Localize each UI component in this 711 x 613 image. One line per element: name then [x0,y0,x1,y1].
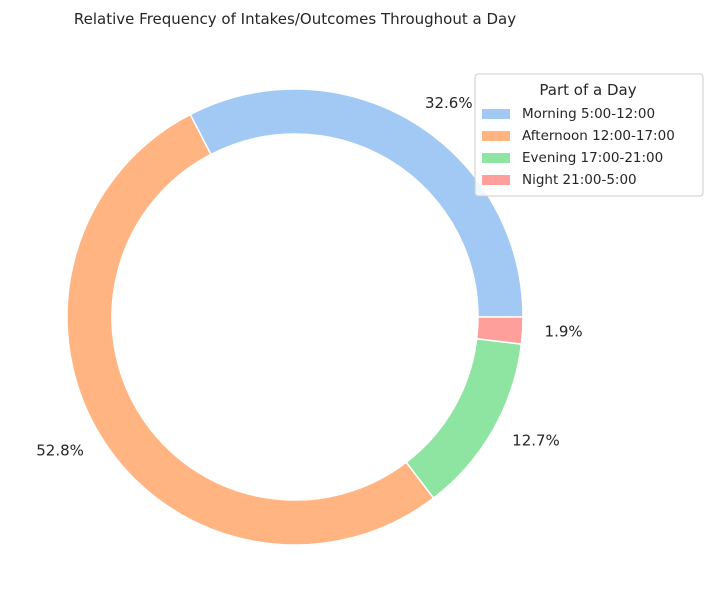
slice-labels: 32.6% 52.8% 12.7% 1.9% [36,94,582,460]
legend-label-1: Afternoon 12:00-17:00 [522,128,675,144]
slice-3 [475,316,524,345]
legend: Part of a Day Morning 5:00-12:00 Afternoo… [474,73,704,197]
legend-frame [474,73,704,197]
slice-label-2: 12.7% [512,431,560,449]
legend-swatch-2 [482,153,510,163]
legend-label-0: Morning 5:00-12:00 [522,106,655,122]
slice-label-0: 32.6% [425,94,473,112]
legend-swatch-3 [482,175,510,185]
donut-slices [66,88,524,546]
slice-1 [66,113,435,546]
legend-title: Part of a Day [539,81,636,99]
slice-label-3: 1.9% [545,322,583,340]
slice-2 [405,338,523,499]
legend-label-2: Evening 17:00-21:00 [522,150,663,166]
chart-title: Relative Frequency of Intakes/Outcomes T… [74,10,516,28]
legend-swatch-1 [482,131,510,141]
legend-swatch-0 [482,109,510,119]
slice-0 [189,88,524,318]
legend-label-3: Night 21:00-5:00 [522,172,637,188]
legend-items: Morning 5:00-12:00 Afternoon 12:00-17:00 E… [482,106,675,188]
slice-label-1: 52.8% [36,441,84,459]
